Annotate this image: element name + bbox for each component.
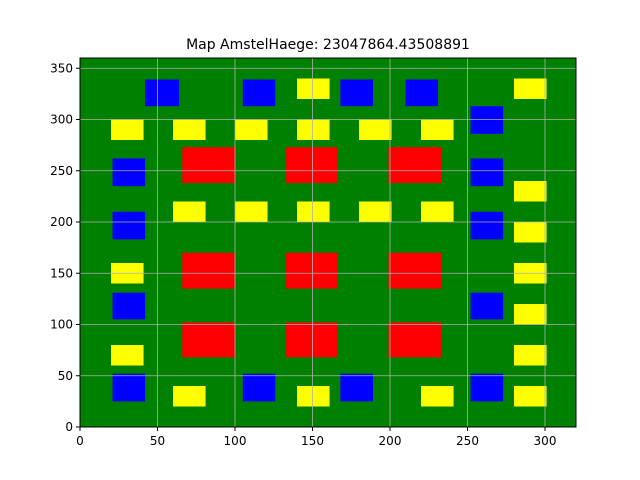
house-small-rect xyxy=(421,201,454,222)
y-tick-label: 0 xyxy=(65,420,73,434)
house-small-rect xyxy=(111,119,144,140)
house-small-rect xyxy=(514,222,547,243)
house-large-rect xyxy=(388,322,442,358)
y-axis: 0 50 100 150 200 250 300 350 xyxy=(50,61,80,434)
house-large-rect xyxy=(182,147,235,184)
axes-frame xyxy=(79,57,577,428)
house-medium-rect xyxy=(242,373,276,402)
house-small-rect xyxy=(173,386,206,407)
house-medium-rect xyxy=(340,79,373,107)
house-small-rect xyxy=(297,386,330,407)
x-tick-label: 300 xyxy=(534,434,557,448)
house-large-rect xyxy=(388,147,442,184)
house-small-rect xyxy=(297,201,330,222)
house-medium-rect xyxy=(112,292,146,320)
house-small-rect xyxy=(514,181,547,202)
house-small-rect xyxy=(514,386,547,407)
chart-title: Map AmstelHaege: 23047864.43508891 xyxy=(186,37,470,53)
y-tick-label: 100 xyxy=(50,318,73,332)
house-small-rect xyxy=(514,78,547,99)
house-small-rect xyxy=(297,119,330,140)
house-small-rect xyxy=(111,345,144,366)
x-tick-label: 50 xyxy=(150,434,165,448)
x-axis: 0 50 100 150 200 250 300 xyxy=(76,427,556,448)
house-small-rect xyxy=(421,119,454,140)
house-medium-rect xyxy=(470,106,504,134)
y-tick-label: 350 xyxy=(50,61,73,75)
house-small-rect xyxy=(359,201,392,222)
y-tick-label: 150 xyxy=(50,266,73,280)
x-tick-label: 200 xyxy=(379,434,402,448)
x-tick-label: 250 xyxy=(456,434,479,448)
house-large-rect xyxy=(286,322,338,358)
house-small-rect xyxy=(421,386,454,407)
house-small-rect xyxy=(359,119,392,140)
x-tick-label: 150 xyxy=(301,434,324,448)
plot-area xyxy=(80,58,576,427)
house-large-rect xyxy=(182,322,235,358)
house-medium-rect xyxy=(112,373,146,402)
house-medium-rect xyxy=(470,292,504,320)
y-tick-label: 300 xyxy=(50,113,73,127)
house-medium-rect xyxy=(340,373,373,402)
house-small-rect xyxy=(297,78,330,99)
house-medium-rect xyxy=(405,79,439,107)
house-small-rect xyxy=(514,304,547,325)
house-small-rect xyxy=(235,201,268,222)
house-large-rect xyxy=(286,252,338,289)
house-small-rect xyxy=(173,201,206,222)
house-small-rect xyxy=(173,119,206,140)
house-medium-rect xyxy=(145,79,180,107)
house-large-rect xyxy=(182,252,235,289)
house-small-rect xyxy=(235,119,268,140)
house-large-rect xyxy=(286,147,338,184)
x-tick-label: 100 xyxy=(224,434,247,448)
house-medium-rect xyxy=(470,158,504,187)
house-medium-rect xyxy=(470,211,504,240)
house-small-rect xyxy=(514,345,547,366)
y-tick-label: 250 xyxy=(50,164,73,178)
house-medium-rect xyxy=(112,158,146,187)
y-tick-label: 50 xyxy=(58,369,73,383)
house-medium-rect xyxy=(470,373,504,402)
house-medium-rect xyxy=(242,79,276,107)
y-tick-label: 200 xyxy=(50,215,73,229)
house-large-rect xyxy=(388,252,442,289)
x-tick-label: 0 xyxy=(76,434,84,448)
house-medium-rect xyxy=(112,211,146,240)
